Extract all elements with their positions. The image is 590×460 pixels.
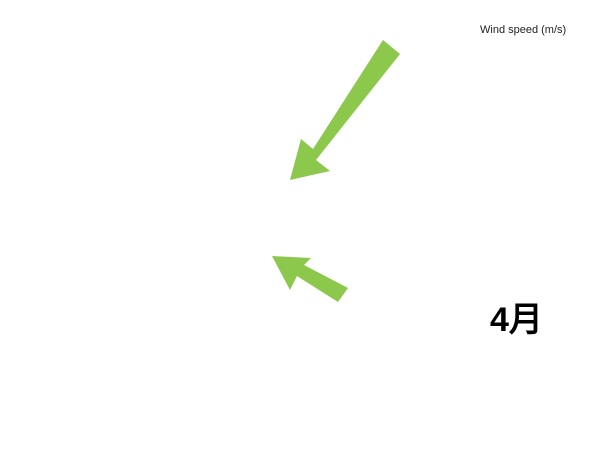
annotation: 4月 xyxy=(490,301,543,339)
legend-title: Wind speed (m/s) xyxy=(480,24,566,36)
arrow xyxy=(290,40,400,180)
arrow xyxy=(272,256,348,302)
arrows xyxy=(272,40,400,302)
